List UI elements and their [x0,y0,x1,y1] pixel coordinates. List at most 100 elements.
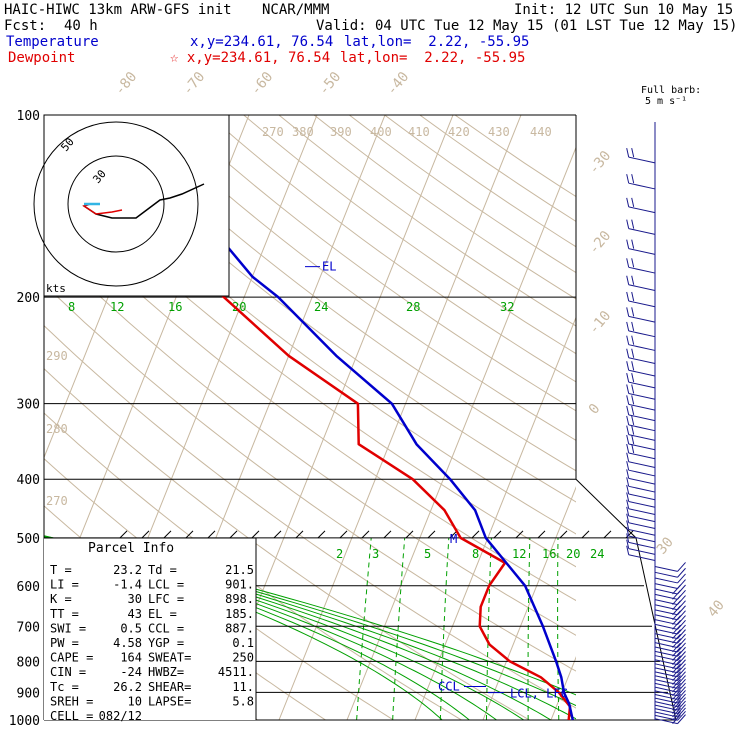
temperature-xy: x,y=234.61, 76.54 [190,34,334,50]
wind-barb-flag [631,425,635,435]
wind-barb [628,501,656,508]
wind-barb [628,330,656,338]
wind-barb-flag [631,443,635,454]
wind-barb [628,369,656,377]
wind-barb [628,493,656,501]
wind-barb [628,477,656,485]
wind-barb [654,571,678,578]
isotherm-label: -10 [586,308,615,338]
parcel-value: 23.2 [113,563,142,577]
wind-barb-flag [631,174,635,184]
wind-barb [628,228,656,235]
hatch-mark [295,530,304,539]
parcel-key: CAPE = [50,651,93,665]
dry-adiabat [44,283,576,672]
wind-barb-flag [626,469,630,479]
pressure-label: 300 [17,398,40,413]
hatch-mark [515,530,524,539]
wind-barb-flag [672,646,681,657]
wind-barb-flag [672,671,681,682]
theta-label: 380 [292,125,314,139]
hatch-mark [317,530,326,539]
wind-barb [628,535,656,543]
wind-barb-flag [672,620,681,630]
wind-barb-flag [672,624,681,635]
parcel-value: 26.2 [113,680,142,694]
parcel-key: LAPSE= [148,694,191,708]
wind-barb-flag [626,219,630,229]
wind-barb [628,485,656,493]
wind-barb-flag [631,434,635,445]
parcel-value: 901. [225,578,254,592]
mixing-ratio-label: 8 [472,547,479,561]
wind-barb [654,577,678,584]
dewpoint-legend: Dewpoint [8,50,76,66]
wind-barb [628,522,656,530]
dewpoint-latlon: lat,lon= 2.22, -55.95 [340,50,526,66]
wind-barb [654,583,678,590]
wind-barb-flag [677,573,686,584]
wind-barb-flag [626,321,630,332]
wind-barb-flag [672,679,681,689]
valid-time: Valid: 04 UTC Tue 12 May 15 (01 LST Tue … [316,18,738,34]
wind-barb-flag [677,655,686,665]
wind-barb-flag [626,545,630,555]
wind-barb-flag [677,629,686,639]
mixing-ratio-label: 12 [512,547,526,561]
wind-barb-flag [626,197,630,207]
pressure-label: 900 [17,686,40,701]
mixing-ratio-line [527,537,531,720]
wind-barb [628,300,656,308]
wind-barb-flag [626,499,630,509]
wind-barb-flag [672,590,681,600]
wind-barb-flag [677,714,686,724]
wind-barb-flag [626,506,630,516]
theta-label: 430 [488,125,510,139]
lcl-lfc-label: LCL, LFC [510,687,568,701]
mixing-ratio-label: 24 [590,547,604,561]
mixing-ratio-label: 5 [424,547,431,561]
theta-label: 410 [408,125,430,139]
wind-barb-flag [672,707,681,718]
wind-barb-flag [626,526,630,537]
wind-barb-flag [626,520,630,530]
hatch-mark [251,530,260,539]
dry-adiabat [44,368,531,720]
init-time: Init: 12 UTC Sun 10 May 15 [514,2,734,18]
parcel-key: YGP = [148,636,184,650]
wind-barb-flag [672,675,681,685]
wind-barb-flag [677,651,686,661]
theta-label: 270 [262,125,284,139]
pressure-label: 700 [17,620,40,635]
parcel-key: CIN = [50,665,86,679]
hatch-mark [405,530,414,539]
wind-barb-flag [672,714,681,724]
wind-barb-flag [672,700,681,711]
mixing-ratio-line [557,537,560,720]
hatch-mark [185,530,194,539]
moist-adiabat-label: 12 [110,300,124,314]
wind-barb-flag [626,484,630,495]
annotations: EL M CCL LCL, LFC [305,260,568,701]
wind-barb-flag [677,562,686,572]
hodograph-unit: kts [46,282,66,295]
dry-adiabat [44,202,576,602]
wind-barb [628,182,656,190]
wind-barb-flag [672,697,681,707]
wind-barb-flag [672,629,681,639]
isotherm [346,146,576,720]
wind-barb-flag [626,275,630,285]
wind-barb-flag [672,682,681,693]
isotherm-label: 30 [654,534,677,557]
wind-barb-flag [626,477,630,487]
wind-barb-flag [672,690,681,700]
wind-barb-flag [626,415,630,426]
parcel-value: 164 [120,651,142,665]
parcel-value: 4.58 [113,636,142,650]
wind-barb [628,414,656,422]
wind-barb [628,284,656,291]
wind-barb-flag [677,567,686,578]
wind-barb-flag [626,174,630,184]
dry-adiabat [44,164,576,568]
